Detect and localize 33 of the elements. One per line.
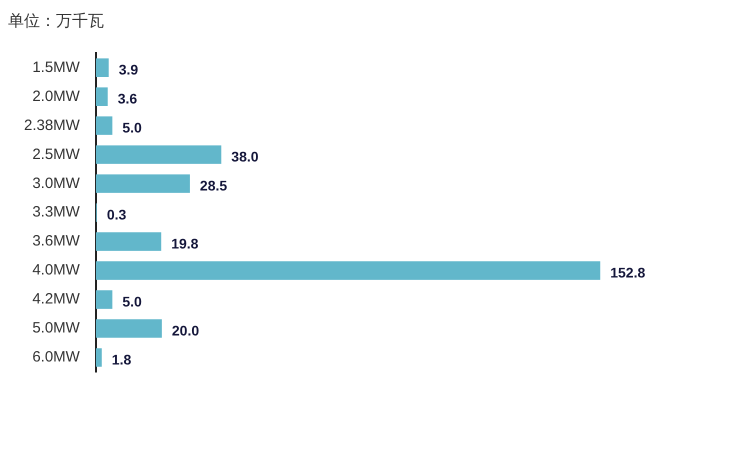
bar [96,348,102,367]
y-tick-label: 3.3MW [32,204,81,221]
y-tick-label: 1.5MW [32,58,81,76]
y-tick-label: 3.0MW [32,174,81,192]
bar [96,290,112,309]
bar [96,87,108,106]
y-tick-label: 3.6MW [32,232,81,250]
data-label: 5.0 [122,120,142,136]
data-label: 0.3 [106,206,127,222]
data-label: 3.9 [118,62,138,78]
data-label: 19.8 [171,235,199,252]
bar [96,145,222,164]
data-label: 1.8 [112,351,132,368]
y-tick-label: 2.0MW [32,88,81,105]
data-label: 3.6 [118,90,138,107]
bar [96,58,109,77]
chart-title: 单位：万千瓦 [8,10,104,30]
y-tick-label: 2.5MW [32,146,81,163]
bar [96,174,190,193]
y-tick-label: 2.38MW [24,116,81,134]
bar [96,261,600,280]
data-label: 20.0 [172,322,200,338]
bar [96,116,112,135]
y-tick-label: 5.0MW [32,320,81,337]
bar [96,319,162,338]
data-label: 38.0 [231,148,259,164]
data-label: 152.8 [610,264,646,280]
data-label: 5.0 [122,293,142,310]
data-label: 28.5 [200,177,228,194]
bar [96,232,162,251]
y-tick-label: 6.0MW [32,348,81,366]
y-tick-label: 4.2MW [32,290,81,308]
y-tick-label: 4.0MW [32,262,81,279]
